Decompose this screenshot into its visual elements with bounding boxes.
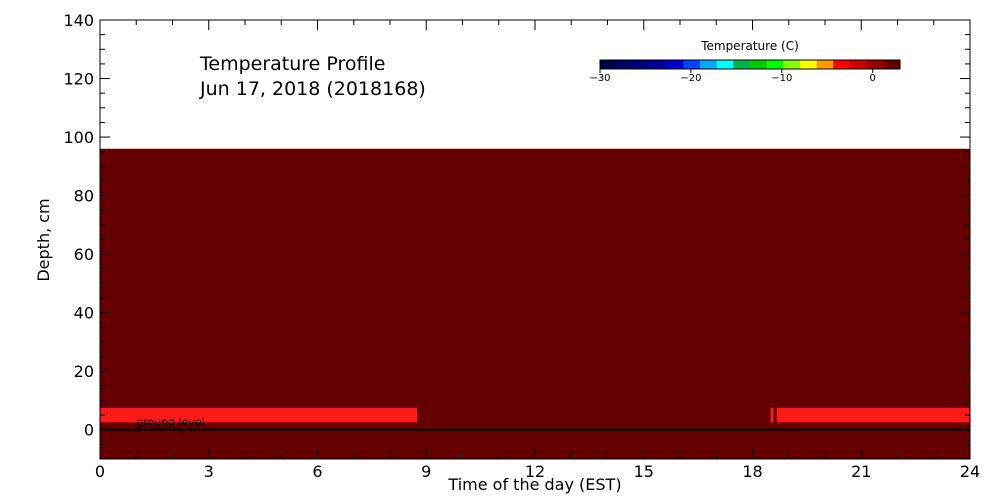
x-tick-label: 15 [634,462,654,481]
colorbar-swatch [633,60,651,69]
ground-level-annotation: ground level [136,415,205,428]
heatmap-cell-3 [776,407,970,423]
x-tick-labels: 0 3 6 9 12 15 18 21 24 [95,462,980,481]
colorbar-ticks: −30 −20 −10 0 [589,69,876,84]
y-tick-label: 100 [63,128,94,147]
colorbar-tick-label: −10 [771,73,792,84]
chart-title-line1: Temperature Profile [199,53,385,75]
x-tick-label: 21 [851,462,871,481]
colorbar-swatch [666,60,684,69]
colorbar-tick-label: −20 [680,73,701,84]
colorbar-swatch [750,60,768,69]
heatmap-cell-2 [770,407,774,423]
heatmap-cell-1 [100,407,418,423]
y-axis-title: Depth, cm [34,198,53,281]
colorbar-frame [599,59,901,70]
colorbar-swatch [650,60,668,69]
axis-ticks [99,19,971,460]
x-axis-title: Time of the day (EST) [447,475,621,494]
y-tick-label: 0 [84,421,94,440]
colorbar-tick-label: 0 [870,73,876,84]
x-tick-label: 6 [312,462,322,481]
colorbar-swatch [850,60,868,69]
colorbar-title: Temperature (C) [700,39,799,53]
colorbar-swatch [816,60,834,69]
colorbar-swatch [883,60,901,69]
x-tick-label: 24 [960,462,980,481]
heatmap-cell-0 [100,148,970,460]
colorbar-swatch [800,60,818,69]
y-tick-label: 60 [74,245,94,264]
y-tick-label: 120 [63,70,94,89]
colorbar: Temperature (C) −30 −20 −10 0 [589,39,901,84]
colorbar-swatch [683,60,701,69]
colorbar-swatch [616,60,634,69]
colorbar-swatch [783,60,801,69]
colorbar-swatch [716,60,734,69]
y-tick-label: 20 [74,362,94,381]
chart-title-line2: Jun 17, 2018 (2018168) [199,78,426,100]
colorbar-tick-label: −30 [589,73,610,84]
colorbar-swatch [733,60,751,69]
x-tick-label: 3 [204,462,214,481]
y-tick-label: 80 [74,187,94,206]
colorbar-swatch [833,60,851,69]
colorbar-swatches [600,60,901,69]
x-tick-label: 0 [95,462,105,481]
heatmap-cells [100,148,970,460]
colorbar-swatch [866,60,884,69]
y-tick-labels: 0 20 40 60 80 100 120 140 [63,11,94,440]
x-tick-label: 18 [742,462,762,481]
x-tick-label: 12 [525,462,545,481]
y-tick-label: 140 [63,11,94,30]
colorbar-swatch [600,60,618,69]
x-tick-label: 9 [421,462,431,481]
y-tick-label: 40 [74,304,94,323]
colorbar-swatch [766,60,784,69]
colorbar-swatch [700,60,718,69]
snow-depth-annotation: snow depth [136,421,200,434]
